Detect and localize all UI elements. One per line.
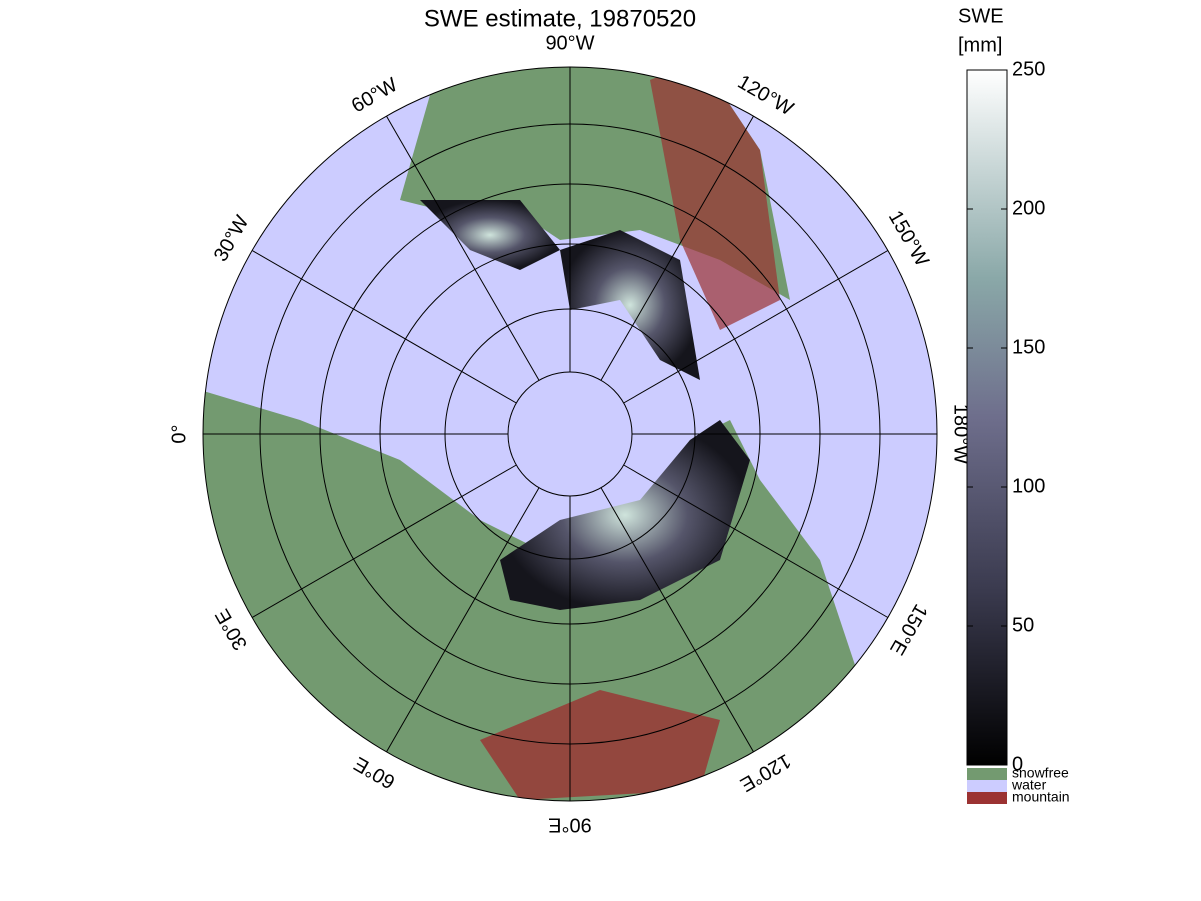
longitude-label: 0° <box>168 424 190 443</box>
pole <box>508 372 632 496</box>
meridian <box>623 250 889 404</box>
title: SWE estimate, 19870520 <box>424 5 696 32</box>
meridians <box>203 67 937 801</box>
colorbar <box>966 69 1008 766</box>
snow <box>560 230 700 380</box>
snow <box>500 420 750 610</box>
longitude-label: 90°E <box>548 814 592 836</box>
colorbar-ticks: 0 50 100 150 200 250 <box>967 58 1045 775</box>
category-swatch <box>967 792 1007 804</box>
land <box>650 67 780 330</box>
meridian <box>600 115 754 381</box>
colorbar-tick-label: 150 <box>1012 336 1045 358</box>
longitude-label: 60°E <box>350 752 399 793</box>
longitude-label: 180°W <box>950 404 972 464</box>
colorbar-tick-label: 0 <box>1012 753 1023 775</box>
colorbar-title: [mm] <box>958 34 1002 56</box>
longitude-label: 30°W <box>210 212 254 266</box>
meridian <box>386 115 540 381</box>
meridian <box>600 487 754 753</box>
longitude-label: 30°E <box>211 605 252 654</box>
category-swatch <box>967 780 1007 792</box>
category-label: mountain <box>1012 789 1070 805</box>
colorbar-tick-label: 200 <box>1012 197 1045 219</box>
meridian <box>623 464 889 618</box>
colorbar-tick-label: 250 <box>1012 58 1045 80</box>
longitude-label: 60°W <box>348 74 402 118</box>
colorbar-tick-label: 50 <box>1012 614 1034 636</box>
meridian <box>386 487 540 753</box>
meridian <box>251 464 517 618</box>
category-label: snowfree <box>1012 765 1069 781</box>
map-frame <box>202 66 938 802</box>
longitude-label: 90°W <box>545 32 594 54</box>
map <box>203 67 937 801</box>
meridian <box>251 250 517 404</box>
colorbar-title: SWE <box>958 5 1004 27</box>
land <box>480 690 720 800</box>
snow <box>420 200 560 270</box>
category-label: water <box>1011 777 1047 793</box>
colorbar-tick-label: 100 <box>1012 475 1045 497</box>
category-swatch <box>967 768 1007 780</box>
